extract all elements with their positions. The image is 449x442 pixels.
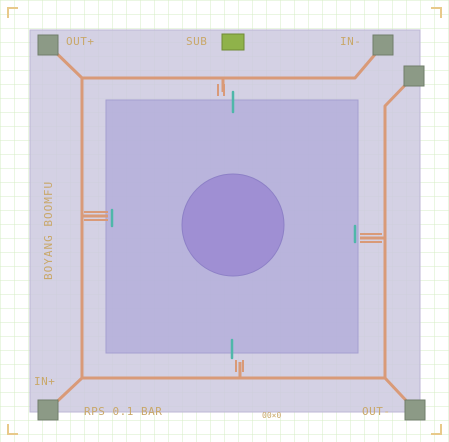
bond-pads <box>37 33 426 421</box>
corner-marks <box>7 7 442 435</box>
pad-extra-right <box>403 65 425 87</box>
label-out-plus: OUT+ <box>66 35 95 48</box>
label-out-minus: OUT- <box>362 405 391 418</box>
label-bottom-text: RPS 0.1 BAR <box>84 405 162 418</box>
label-sub: SUB <box>186 35 207 48</box>
piezoresistors <box>110 90 357 360</box>
label-side-vertical: BOYANG BOOMFU <box>42 181 55 280</box>
pad-out-minus <box>404 399 426 421</box>
pad-in-minus <box>372 34 394 56</box>
center-boss <box>181 173 285 277</box>
pad-out-plus <box>37 34 59 56</box>
label-in-minus: IN- <box>340 35 361 48</box>
pad-in-plus <box>37 399 59 421</box>
pad-sub <box>221 33 245 51</box>
label-in-plus: IN+ <box>34 375 55 388</box>
contact-stubs <box>84 84 382 372</box>
label-bottom-code: 00×0 <box>262 411 281 420</box>
